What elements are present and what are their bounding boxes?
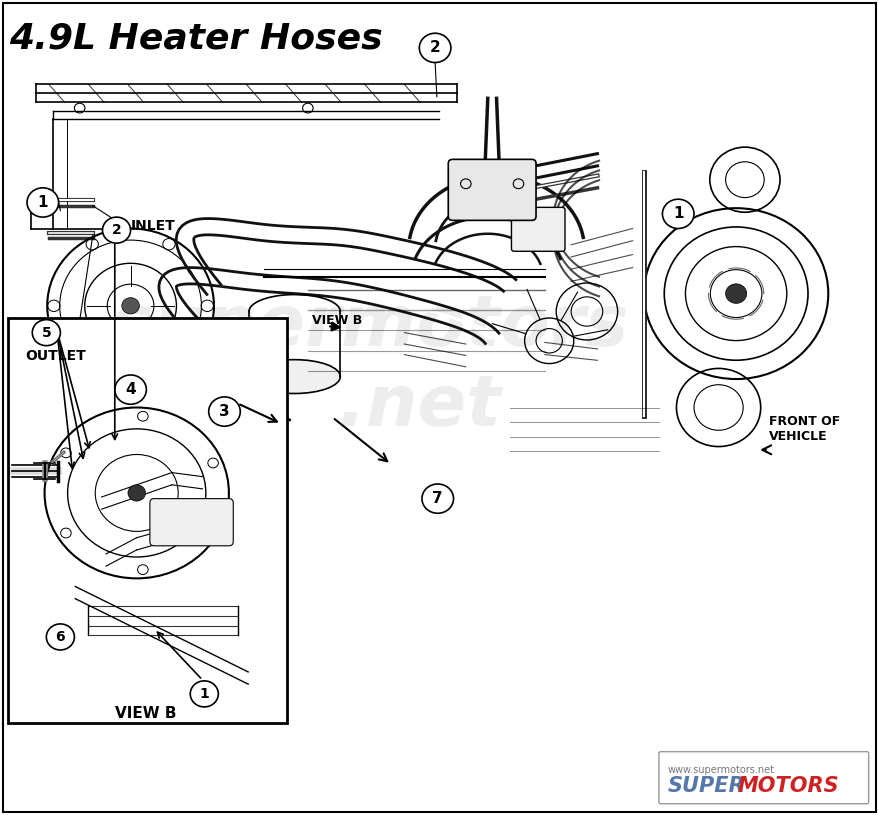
Circle shape [724, 284, 745, 303]
Text: VIEW B: VIEW B [115, 707, 176, 721]
Circle shape [103, 217, 131, 243]
Text: VIEW B: VIEW B [312, 314, 362, 327]
Bar [8, 318, 286, 723]
Text: 2: 2 [429, 41, 440, 55]
Text: OUTLET: OUTLET [25, 350, 86, 363]
Circle shape [421, 484, 453, 513]
Text: www.supermotors.net: www.supermotors.net [667, 765, 774, 775]
FancyBboxPatch shape [511, 207, 565, 251]
FancyBboxPatch shape [150, 499, 233, 546]
Circle shape [208, 397, 240, 426]
Text: 7: 7 [432, 491, 443, 506]
Text: 1: 1 [199, 687, 209, 701]
Text: 4: 4 [126, 382, 136, 397]
Circle shape [128, 485, 146, 501]
Text: supermotors
    .net: supermotors .net [110, 293, 628, 441]
Text: INLET: INLET [131, 219, 175, 233]
Text: FRONT OF
VEHICLE: FRONT OF VEHICLE [767, 416, 838, 443]
FancyBboxPatch shape [448, 160, 536, 220]
Text: 4.9L Heater Hoses: 4.9L Heater Hoses [10, 21, 383, 55]
Circle shape [47, 624, 75, 650]
Text: 3: 3 [219, 404, 229, 419]
Circle shape [190, 681, 218, 707]
Circle shape [32, 319, 61, 346]
Text: 1: 1 [673, 206, 683, 222]
Text: 1: 1 [38, 195, 48, 210]
Circle shape [419, 33, 450, 63]
Text: 5: 5 [41, 326, 51, 340]
Text: 2: 2 [112, 223, 121, 237]
Circle shape [662, 199, 694, 228]
Text: 6: 6 [55, 630, 65, 644]
Circle shape [27, 187, 59, 217]
Ellipse shape [248, 359, 340, 394]
Text: SUPER: SUPER [667, 777, 745, 796]
Text: MOTORS: MOTORS [737, 777, 838, 796]
Circle shape [122, 297, 140, 314]
Circle shape [115, 375, 147, 404]
